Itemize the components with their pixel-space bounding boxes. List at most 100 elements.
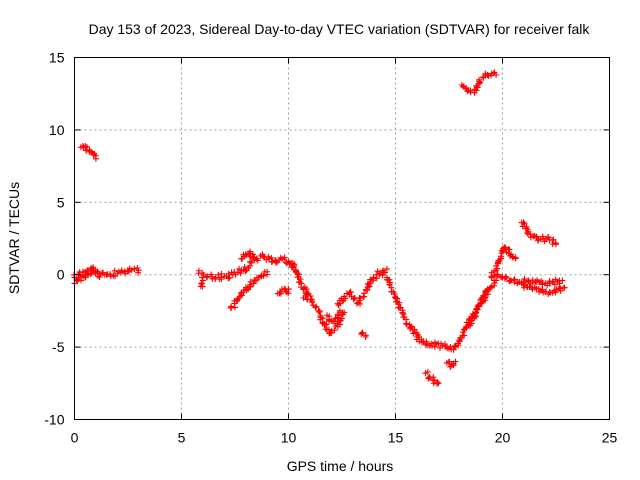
- data-point: [509, 253, 516, 260]
- data-point: [553, 241, 559, 248]
- data-point: [561, 284, 568, 291]
- data-point: [263, 256, 270, 263]
- data-point: [552, 289, 559, 296]
- data-point: [96, 274, 103, 281]
- data-point: [506, 246, 513, 253]
- data-point: [476, 303, 483, 310]
- data-point: [361, 290, 368, 297]
- data-point: [501, 244, 508, 251]
- data-point: [474, 84, 481, 91]
- data-point: [419, 339, 426, 346]
- data-point: [480, 298, 487, 305]
- data-point: [242, 268, 249, 275]
- data-point: [477, 79, 484, 86]
- y-axis-title: SDTVAR / TECUs: [6, 182, 22, 294]
- data-point: [125, 268, 131, 275]
- chart-title: Day 153 of 2023, Sidereal Day-to-day VTE…: [89, 21, 591, 37]
- data-point: [428, 340, 435, 347]
- data-point: [512, 254, 519, 261]
- x-tick-label: 25: [602, 430, 618, 446]
- data-point: [313, 303, 320, 310]
- data-point: [511, 276, 518, 283]
- data-point: [364, 287, 371, 294]
- x-tick-label: 10: [281, 430, 297, 446]
- y-tick-label: 5: [57, 194, 65, 210]
- y-tick-labels: -10 -5 0 5 10 15: [44, 50, 64, 428]
- data-point: [254, 257, 261, 264]
- data-point: [297, 276, 304, 283]
- data-point: [434, 379, 441, 386]
- data-point: [539, 281, 546, 288]
- data-point: [268, 254, 275, 261]
- data-point: [312, 304, 319, 311]
- data-point: [87, 148, 94, 155]
- data-point: [247, 283, 254, 290]
- data-point: [198, 280, 205, 287]
- data-point: [273, 259, 280, 266]
- data-point: [456, 338, 463, 345]
- data-point: [234, 296, 241, 303]
- x-tick-label: 20: [495, 430, 511, 446]
- data-point: [199, 277, 206, 284]
- data-point: [359, 329, 366, 336]
- data-point: [325, 326, 332, 333]
- data-point: [78, 273, 85, 280]
- data-point: [431, 343, 438, 350]
- data-point: [285, 286, 292, 293]
- data-point: [383, 265, 390, 272]
- data-point: [485, 286, 492, 293]
- y-tick-label: 0: [57, 267, 65, 283]
- x-tick-label: 15: [388, 430, 404, 446]
- data-point: [316, 307, 323, 314]
- x-tick-label: 0: [71, 430, 79, 446]
- data-point: [347, 288, 354, 295]
- data-point: [551, 281, 558, 288]
- data-point: [107, 271, 114, 278]
- data-point: [424, 368, 431, 375]
- data-points: [71, 69, 568, 387]
- data-point: [117, 269, 124, 276]
- data-point: [83, 143, 90, 150]
- data-point: [357, 295, 364, 302]
- y-tick-label: -10: [44, 412, 64, 428]
- data-point: [399, 309, 406, 316]
- x-tick-labels: 0 5 10 15 20 25: [71, 430, 618, 446]
- data-point: [215, 271, 222, 278]
- data-point: [467, 318, 474, 325]
- data-point: [502, 244, 509, 251]
- data-point: [126, 267, 133, 274]
- data-point: [494, 271, 501, 278]
- data-point: [476, 78, 483, 85]
- data-point: [92, 155, 99, 162]
- data-point: [467, 89, 474, 96]
- data-point: [251, 254, 258, 261]
- data-point: [342, 295, 349, 302]
- data-point: [523, 223, 530, 230]
- data-point: [277, 288, 284, 295]
- data-point: [521, 220, 528, 227]
- data-point: [128, 266, 135, 273]
- data-point: [84, 267, 91, 274]
- data-point: [281, 254, 288, 261]
- data-point: [403, 320, 410, 327]
- data-point: [538, 278, 545, 285]
- data-point: [335, 312, 342, 319]
- data-point: [242, 251, 249, 258]
- data-point: [195, 267, 202, 274]
- data-point: [373, 275, 380, 282]
- data-point: [199, 283, 206, 290]
- data-point: [556, 280, 563, 287]
- data-point: [467, 322, 474, 329]
- data-point: [559, 277, 566, 284]
- data-point: [234, 269, 241, 276]
- data-point: [336, 309, 343, 316]
- data-point: [452, 358, 459, 365]
- data-point: [557, 285, 564, 292]
- data-point: [237, 270, 244, 277]
- data-point: [381, 269, 388, 276]
- data-point: [226, 274, 233, 281]
- data-point: [493, 71, 500, 78]
- data-point: [429, 376, 436, 383]
- data-point: [484, 71, 491, 78]
